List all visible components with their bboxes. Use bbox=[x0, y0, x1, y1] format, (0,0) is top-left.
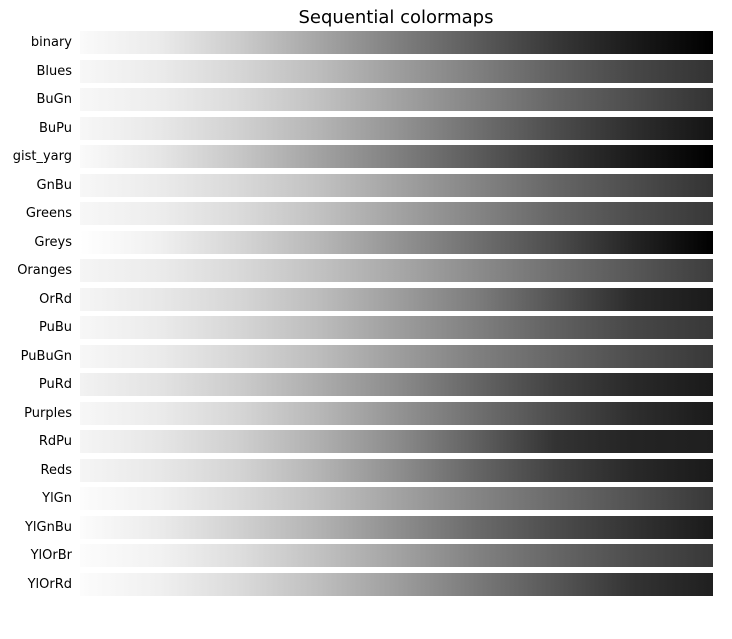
colormap-label: Reds bbox=[40, 463, 72, 478]
colormap-label: OrRd bbox=[39, 292, 72, 307]
colormap-label: Greys bbox=[34, 235, 72, 250]
colormap-row: YlOrRd bbox=[0, 573, 732, 596]
colormap-label: Blues bbox=[36, 64, 72, 79]
colormap-row: YlGnBu bbox=[0, 516, 732, 539]
colormap-label: YlGn bbox=[42, 491, 72, 506]
colormap-row: PuRd bbox=[0, 373, 732, 396]
colormap-bar bbox=[80, 373, 713, 396]
colormap-bar bbox=[80, 174, 713, 197]
colormap-row: BuGn bbox=[0, 88, 732, 111]
colormap-label: GnBu bbox=[36, 178, 72, 193]
colormap-label: RdPu bbox=[38, 434, 72, 449]
colormap-label: YlOrRd bbox=[27, 577, 72, 592]
colormap-bar bbox=[80, 487, 713, 510]
colormap-bar bbox=[80, 88, 713, 111]
colormap-row: GnBu bbox=[0, 174, 732, 197]
colormap-bar bbox=[80, 459, 713, 482]
colormap-label: PuBuGn bbox=[20, 349, 72, 364]
colormap-label: PuRd bbox=[38, 377, 72, 392]
colormap-label: Purples bbox=[24, 406, 72, 421]
colormap-label: PuBu bbox=[38, 320, 72, 335]
colormap-row: Purples bbox=[0, 402, 732, 425]
colormap-bar bbox=[80, 259, 713, 282]
colormap-bar bbox=[80, 145, 713, 168]
colormap-row: PuBu bbox=[0, 316, 732, 339]
colormap-row: Blues bbox=[0, 60, 732, 83]
colormap-label: Oranges bbox=[17, 263, 72, 278]
colormap-bar bbox=[80, 60, 713, 83]
colormap-bar bbox=[80, 544, 713, 567]
colormap-bar bbox=[80, 316, 713, 339]
colormap-row: PuBuGn bbox=[0, 345, 732, 368]
colormap-label: Greens bbox=[25, 206, 72, 221]
colormap-label: BuGn bbox=[36, 92, 72, 107]
colormap-row: BuPu bbox=[0, 117, 732, 140]
colormap-row: Greens bbox=[0, 202, 732, 225]
colormap-label: BuPu bbox=[38, 121, 72, 136]
colormap-bar bbox=[80, 516, 713, 539]
colormap-row: Oranges bbox=[0, 259, 732, 282]
colormap-row: binary bbox=[0, 31, 732, 54]
colormap-row: YlGn bbox=[0, 487, 732, 510]
colormap-bar bbox=[80, 202, 713, 225]
colormap-bar bbox=[80, 573, 713, 596]
colormap-row: Reds bbox=[0, 459, 732, 482]
colormap-bar bbox=[80, 430, 713, 453]
colormap-bar bbox=[80, 345, 713, 368]
colormap-row: OrRd bbox=[0, 288, 732, 311]
colormap-label: YlGnBu bbox=[24, 520, 72, 535]
colormap-bar bbox=[80, 231, 713, 254]
colormap-bar bbox=[80, 31, 713, 54]
colormap-bar bbox=[80, 117, 713, 140]
colormap-bar bbox=[80, 402, 713, 425]
colormap-row: RdPu bbox=[0, 430, 732, 453]
colormap-bar bbox=[80, 288, 713, 311]
colormap-label: binary bbox=[30, 35, 72, 50]
colormap-row: gist_yarg bbox=[0, 145, 732, 168]
colormap-row: Greys bbox=[0, 231, 732, 254]
colormap-row: YlOrBr bbox=[0, 544, 732, 567]
chart-title: Sequential colormaps bbox=[298, 7, 494, 28]
colormap-label: YlOrBr bbox=[30, 548, 72, 563]
colormap-label: gist_yarg bbox=[12, 149, 72, 164]
